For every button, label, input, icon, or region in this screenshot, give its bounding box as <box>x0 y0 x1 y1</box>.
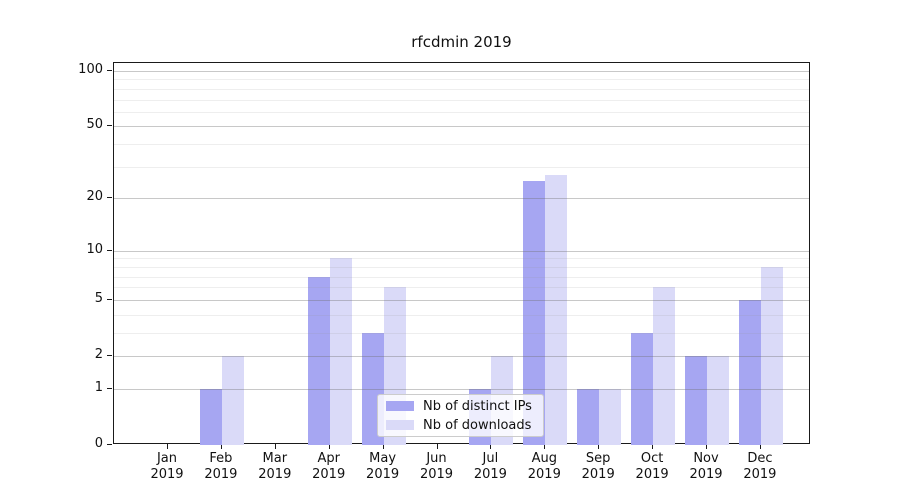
bar-downloads-apr <box>329 258 352 445</box>
x-tick-mark-mar <box>274 444 276 449</box>
gridline-90 <box>114 79 809 81</box>
bar-distinct-ips-sep <box>577 388 600 445</box>
gridline-3 <box>114 332 809 334</box>
bar-distinct-ips-feb <box>199 388 222 445</box>
bar-distinct-ips-dec <box>738 299 761 445</box>
x-tick-label-jun: Jun 2019 <box>419 451 454 482</box>
gridline-100 <box>114 71 809 72</box>
x-tick-mark-feb <box>220 444 222 449</box>
y-tick-mark-1 <box>107 387 112 389</box>
x-tick-mark-sep <box>598 444 600 449</box>
gridline-6 <box>114 287 809 289</box>
bar-downloads-aug <box>545 175 568 445</box>
x-tick-mark-may <box>382 444 384 449</box>
x-tick-mark-oct <box>652 444 654 449</box>
bar-downloads-dec <box>760 266 783 445</box>
gridline-80 <box>114 88 809 90</box>
y-tick-mark-100 <box>107 70 112 71</box>
y-tick-label-2: 2 <box>94 347 103 362</box>
x-tick-mark-aug <box>544 444 546 449</box>
y-tick-mark-10 <box>107 249 112 251</box>
y-tick-label-1: 1 <box>94 379 103 395</box>
bar-distinct-ips-nov <box>685 356 707 445</box>
gridline-8 <box>114 266 809 268</box>
x-tick-label-mar: Mar 2019 <box>258 451 292 482</box>
gridline-60 <box>114 111 809 113</box>
y-tick-mark-2 <box>107 355 112 356</box>
gridline-70 <box>114 99 809 101</box>
gridline-30 <box>114 166 809 168</box>
bar-downloads-feb <box>221 356 244 445</box>
bar-distinct-ips-apr <box>307 276 330 445</box>
x-tick-mark-dec <box>759 444 761 449</box>
x-tick-mark-jun <box>436 444 438 449</box>
x-tick-label-sep: Sep 2019 <box>581 451 615 482</box>
y-tick-mark-50 <box>107 125 112 127</box>
bar-downloads-sep <box>599 388 622 445</box>
legend-label-downloads: Nb of downloads <box>423 417 532 433</box>
y-tick-label-5: 5 <box>94 290 103 306</box>
legend-swatch-distinct-ips <box>386 401 414 411</box>
x-tick-label-apr: Apr 2019 <box>312 451 346 482</box>
gridline-20 <box>114 198 809 200</box>
y-tick-label-10: 10 <box>86 241 103 257</box>
y-tick-mark-20 <box>107 197 112 199</box>
x-tick-label-oct: Oct 2019 <box>635 451 669 482</box>
gridline-9 <box>114 258 809 260</box>
legend-label-distinct-ips: Nb of distinct IPs <box>423 398 532 414</box>
bar-downloads-nov <box>707 356 729 445</box>
x-tick-mark-jan <box>167 444 168 449</box>
y-tick-label-20: 20 <box>86 189 103 205</box>
gridline-7 <box>114 276 809 278</box>
x-tick-label-dec: Dec 2019 <box>743 451 777 482</box>
plot-area: Nb of distinct IPs Nb of downloads <box>113 62 810 445</box>
x-tick-mark-nov <box>706 444 707 449</box>
chart-title: rfcdmin 2019 <box>411 33 512 51</box>
y-tick-label-50: 50 <box>86 117 103 133</box>
legend-row-distinct-ips: Nb of distinct IPs <box>386 398 535 414</box>
y-tick-mark-5 <box>107 298 112 300</box>
bar-downloads-oct <box>653 287 676 445</box>
x-tick-label-feb: Feb 2019 <box>204 451 238 482</box>
x-tick-mark-apr <box>328 444 330 449</box>
gridline-5 <box>114 299 809 301</box>
bar-distinct-ips-aug <box>523 181 546 445</box>
y-tick-mark-0 <box>107 444 112 445</box>
x-tick-label-may: May 2019 <box>366 451 400 482</box>
bar-distinct-ips-oct <box>631 332 654 445</box>
gridline-4 <box>114 314 809 316</box>
legend-row-downloads: Nb of downloads <box>386 417 535 433</box>
gridline-40 <box>114 144 809 146</box>
y-tick-label-0: 0 <box>94 436 103 451</box>
x-tick-label-jan: Jan 2019 <box>150 451 184 482</box>
gridline-10 <box>114 250 809 252</box>
gridline-50 <box>114 126 809 128</box>
x-tick-mark-jul <box>490 444 492 449</box>
y-tick-label-100: 100 <box>78 62 103 77</box>
x-tick-label-nov: Nov 2019 <box>689 451 723 482</box>
legend: Nb of distinct IPs Nb of downloads <box>377 394 544 437</box>
legend-swatch-downloads <box>386 420 414 430</box>
x-tick-label-aug: Aug 2019 <box>527 451 561 482</box>
x-tick-label-jul: Jul 2019 <box>473 451 507 482</box>
